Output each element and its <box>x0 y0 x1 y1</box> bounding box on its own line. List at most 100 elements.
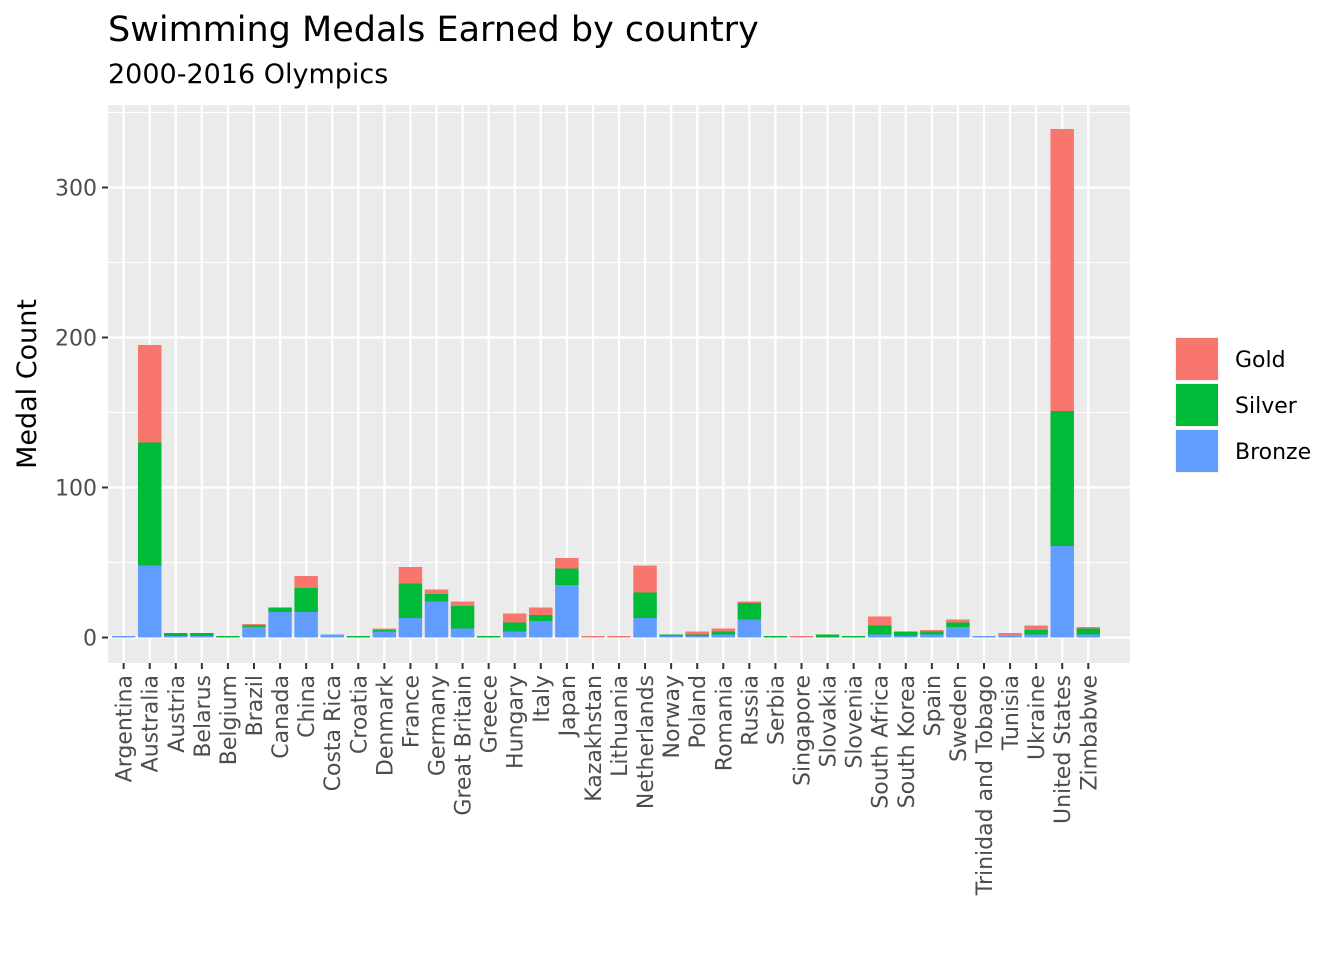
bar-silver-croatia <box>347 636 370 638</box>
bar-silver-spain <box>920 632 943 635</box>
bar-silver-netherlands <box>633 593 656 619</box>
bar-bronze-china <box>294 612 317 638</box>
bar-bronze-france <box>399 618 422 638</box>
x-tick-label: Norway <box>660 675 685 758</box>
bar-bronze-hungary <box>503 632 526 638</box>
bar-silver-united-states <box>1050 411 1073 546</box>
bar-gold-russia <box>738 602 761 604</box>
x-tick-label: Germany <box>426 675 451 776</box>
x-tick-label: United States <box>1051 675 1076 824</box>
x-tick-label: Lithuania <box>608 675 633 777</box>
legend-key-bronze <box>1176 430 1218 472</box>
bar-bronze-australia <box>138 566 161 638</box>
x-tick-label: Denmark <box>373 675 398 776</box>
x-tick-label: Australia <box>139 675 164 772</box>
bar-silver-germany <box>425 594 448 602</box>
bar-gold-brazil <box>242 624 265 626</box>
bar-bronze-united-states <box>1050 546 1073 638</box>
bar-silver-greece <box>477 636 500 638</box>
bar-gold-hungary <box>503 614 526 623</box>
x-tick-label: Romania <box>712 675 737 771</box>
bar-gold-zimbabwe <box>1077 627 1100 629</box>
legend-label-silver: Silver <box>1235 394 1298 419</box>
bar-gold-tunisia <box>998 633 1021 636</box>
bar-bronze-ukraine <box>1024 635 1047 638</box>
bar-silver-austria <box>164 633 187 636</box>
x-tick-label: Brazil <box>243 675 268 736</box>
y-axis-title: Medal Count <box>12 299 43 469</box>
bar-bronze-zimbabwe <box>1077 635 1100 638</box>
bar-bronze-argentina <box>112 636 135 638</box>
bar-silver-france <box>399 584 422 619</box>
bar-silver-brazil <box>242 626 265 628</box>
legend-key-gold <box>1176 338 1218 380</box>
y-tick-label: 200 <box>55 327 97 352</box>
bar-bronze-costa-rica <box>320 635 343 638</box>
bar-silver-norway <box>659 635 682 637</box>
x-tick-label: Italy <box>530 675 555 723</box>
chart-subtitle: 2000-2016 Olympics <box>108 59 388 90</box>
bar-bronze-south-korea <box>894 636 917 638</box>
bar-silver-belgium <box>216 636 239 638</box>
x-tick-label: Hungary <box>504 675 529 769</box>
bar-gold-sweden <box>946 620 969 623</box>
bar-gold-ukraine <box>1024 626 1047 631</box>
legend-key-silver <box>1176 384 1218 426</box>
bar-gold-south-africa <box>868 617 891 626</box>
y-tick-label: 300 <box>55 177 97 202</box>
bar-silver-canada <box>268 608 291 613</box>
bar-bronze-norway <box>659 636 682 638</box>
bar-gold-spain <box>920 630 943 632</box>
x-tick-label: Croatia <box>347 675 372 754</box>
bar-silver-zimbabwe <box>1077 629 1100 635</box>
x-tick-label: Spain <box>921 675 946 736</box>
x-tick-label: Singapore <box>791 675 816 786</box>
bar-bronze-denmark <box>373 632 396 638</box>
x-tick-label: South Africa <box>869 675 894 809</box>
bar-gold-germany <box>425 590 448 595</box>
x-tick-label: Canada <box>269 675 294 759</box>
y-axis: 0 100 200 300 <box>55 177 108 652</box>
bar-gold-lithuania <box>607 636 630 638</box>
x-tick-label: Poland <box>686 675 711 748</box>
x-tick-label: Ukraine <box>1025 675 1050 760</box>
bar-bronze-sweden <box>946 627 969 638</box>
bar-bronze-austria <box>164 636 187 638</box>
chart-title: Swimming Medals Earned by country <box>108 10 759 50</box>
bar-silver-belarus <box>190 633 213 636</box>
y-tick-label: 100 <box>55 477 97 502</box>
bar-bronze-belarus <box>190 636 213 638</box>
bar-bronze-canada <box>268 612 291 638</box>
bar-silver-sweden <box>946 623 969 628</box>
bar-silver-poland <box>685 635 708 637</box>
bar-gold-poland <box>685 632 708 635</box>
bar-silver-russia <box>738 603 761 620</box>
y-tick-label: 0 <box>83 627 97 652</box>
bar-gold-denmark <box>373 629 396 631</box>
bar-bronze-romania <box>712 635 735 638</box>
x-tick-label: Serbia <box>764 675 789 745</box>
x-tick-label: Argentina <box>113 675 138 782</box>
bar-gold-kazakhstan <box>581 636 604 638</box>
bar-bronze-poland <box>685 636 708 638</box>
legend-label-gold: Gold <box>1235 348 1286 373</box>
bar-silver-australia <box>138 443 161 566</box>
x-tick-label: Belarus <box>191 675 216 758</box>
x-tick-label: Russia <box>738 675 763 746</box>
x-tick-label: Kazakhstan <box>582 675 607 802</box>
x-tick-label: Slovakia <box>817 675 842 767</box>
bar-bronze-trinidad-and-tobago <box>972 636 995 638</box>
bar-gold-romania <box>712 629 735 632</box>
bar-silver-hungary <box>503 623 526 632</box>
bar-bronze-spain <box>920 635 943 638</box>
bar-silver-denmark <box>373 630 396 632</box>
x-tick-label: France <box>399 675 424 748</box>
x-tick-label: Japan <box>556 675 581 738</box>
legend-label-bronze: Bronze <box>1235 440 1311 465</box>
bar-silver-south-africa <box>868 626 891 635</box>
bar-gold-great-britain <box>451 602 474 607</box>
bar-silver-romania <box>712 632 735 635</box>
x-tick-label: Austria <box>165 675 190 753</box>
bar-bronze-italy <box>529 621 552 638</box>
